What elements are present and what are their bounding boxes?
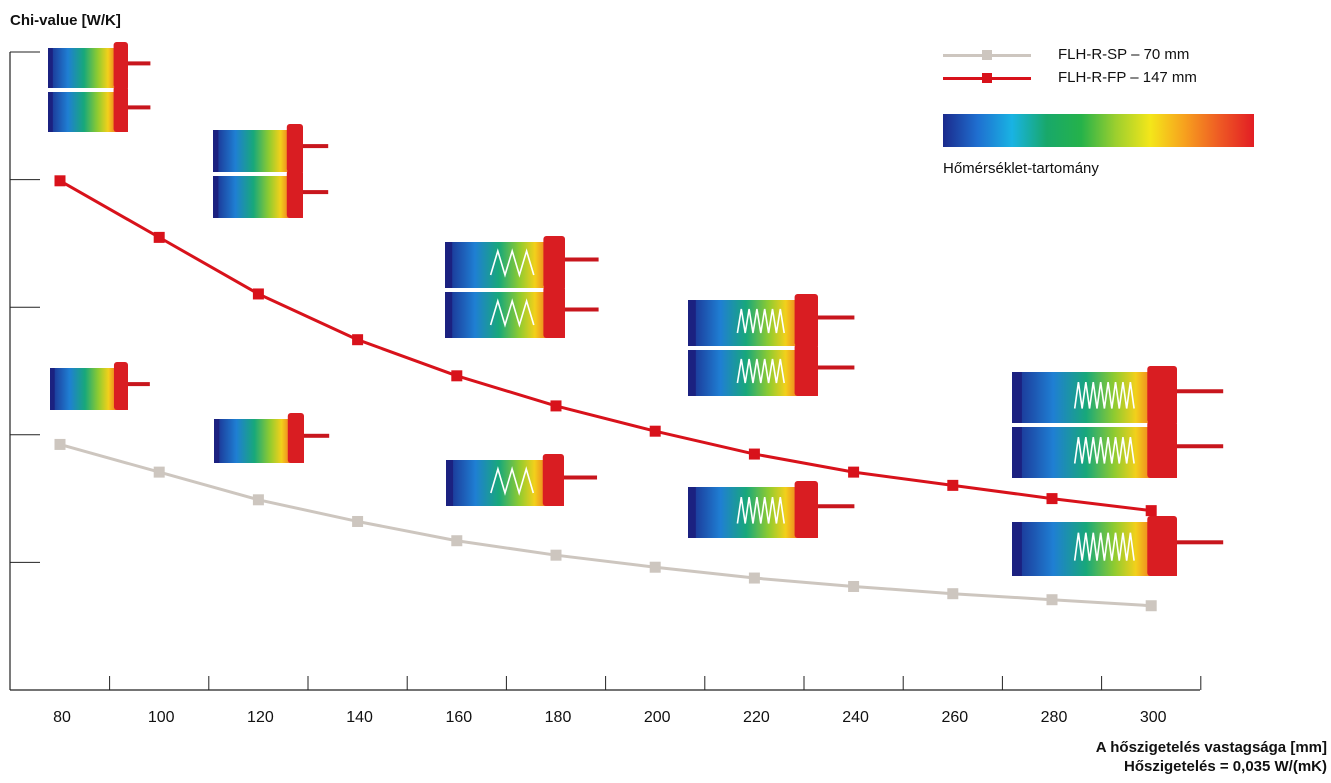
y-axis-label: Chi-value [W/K] <box>10 12 121 29</box>
thermal-bracket-illustrations <box>48 42 1224 576</box>
thermal-bracket-image <box>1012 366 1224 478</box>
thermal-bracket-image <box>213 124 329 218</box>
data-point-fp <box>947 479 959 491</box>
x-tick-label: 240 <box>842 709 869 726</box>
data-point-fp <box>54 175 66 187</box>
x-tick-label: 120 <box>247 709 274 726</box>
data-point-sp <box>848 580 860 592</box>
x-tick-label: 280 <box>1041 709 1068 726</box>
data-point-sp <box>649 561 661 573</box>
data-point-fp <box>252 288 264 300</box>
data-point-sp <box>54 438 66 450</box>
x-tick-label: 80 <box>53 709 71 726</box>
thermal-bracket-image <box>446 454 598 506</box>
data-point-sp <box>1046 594 1058 606</box>
x-tick-label: 140 <box>346 709 373 726</box>
x-tick-label: 160 <box>445 709 472 726</box>
series-line-sp <box>59 442 1152 608</box>
data-point-fp <box>649 425 661 437</box>
data-point-sp <box>947 588 959 600</box>
legend-item-fp: FLH-R-FP – 147 mm <box>943 67 1273 90</box>
data-point-fp <box>153 231 165 243</box>
data-point-sp <box>748 572 760 584</box>
thermal-bracket-image <box>48 42 151 132</box>
data-point-fp <box>451 370 463 382</box>
x-tick-label: 200 <box>644 709 671 726</box>
legend-label-fp: FLH-R-FP – 147 mm <box>1058 69 1197 86</box>
thermal-bracket-image <box>688 481 855 538</box>
x-axis-label-line-2: Hőszigetelés = 0,035 W/(mK) <box>1124 758 1327 775</box>
thermal-bracket-image <box>445 236 599 338</box>
x-tick-label: 260 <box>941 709 968 726</box>
x-tick-label: 100 <box>148 709 175 726</box>
data-point-fp <box>352 334 364 346</box>
data-point-sp <box>153 466 165 478</box>
data-point-fp <box>848 466 860 478</box>
legend: FLH-R-SP – 70 mm FLH-R-FP – 147 mm <box>943 44 1273 90</box>
thermal-bracket-image <box>50 362 150 410</box>
data-point-sp <box>550 549 562 561</box>
legend-label-sp: FLH-R-SP – 70 mm <box>1058 46 1190 63</box>
data-point-sp <box>1145 600 1157 612</box>
data-point-fp <box>1145 505 1157 517</box>
thermal-bracket-image <box>688 294 855 396</box>
thermal-bracket-image <box>1012 516 1224 576</box>
data-point-fp <box>1046 493 1058 505</box>
x-tick-label: 300 <box>1140 709 1167 726</box>
legend-marker-fp <box>982 73 992 83</box>
data-point-fp <box>550 400 562 412</box>
x-tick-label: 180 <box>545 709 572 726</box>
data-point-sp <box>252 494 264 506</box>
temperature-colorbar <box>943 114 1254 147</box>
x-tick-label: 220 <box>743 709 770 726</box>
data-point-fp <box>748 448 760 460</box>
legend-item-sp: FLH-R-SP – 70 mm <box>943 44 1273 67</box>
x-axis-label: A hőszigetelés vastagsága [mm] Hőszigete… <box>1096 738 1327 776</box>
x-axis-label-line-1: A hőszigetelés vastagsága [mm] <box>1095 739 1327 756</box>
colorbar-label: Hőmérséklet-tartomány <box>943 160 1099 177</box>
thermal-bracket-image <box>214 413 330 463</box>
legend-marker-sp <box>982 50 992 60</box>
data-point-sp <box>352 515 364 527</box>
series-line-fp <box>59 179 1152 513</box>
data-point-sp <box>451 535 463 547</box>
